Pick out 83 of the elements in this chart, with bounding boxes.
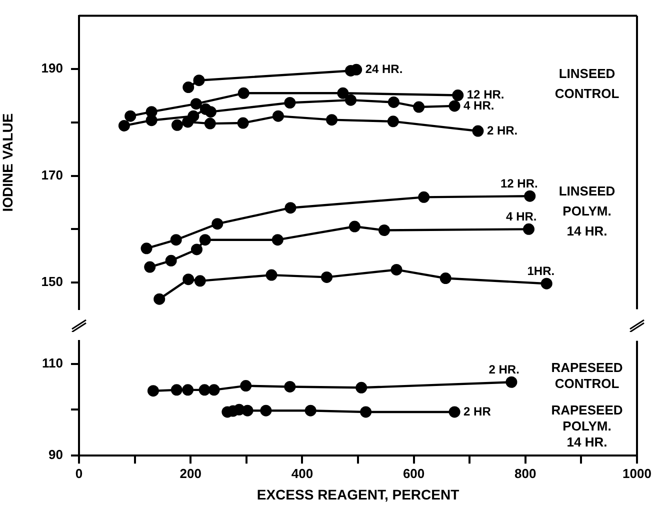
point xyxy=(378,224,390,236)
y-tick-label: 190 xyxy=(41,60,63,76)
point xyxy=(337,87,349,99)
point xyxy=(266,269,278,281)
point xyxy=(190,98,202,110)
series-label: 4 HR. xyxy=(506,209,537,224)
y-tick-label: 170 xyxy=(41,167,63,182)
point xyxy=(124,110,136,122)
series-label: 2 HR xyxy=(464,404,492,418)
point xyxy=(188,110,200,122)
point xyxy=(199,234,211,246)
point xyxy=(170,384,182,396)
point xyxy=(284,380,296,392)
point xyxy=(523,223,534,235)
series-label: 12 HR. xyxy=(500,176,538,190)
point xyxy=(238,87,250,99)
point xyxy=(182,274,194,286)
point xyxy=(144,261,156,273)
point xyxy=(540,278,552,290)
point xyxy=(165,254,177,266)
point xyxy=(140,242,152,254)
y-tick-label: 90 xyxy=(48,447,63,462)
point xyxy=(390,264,402,276)
point xyxy=(146,106,158,118)
point xyxy=(182,384,194,396)
point xyxy=(204,118,216,130)
point xyxy=(118,120,130,132)
point xyxy=(240,380,252,392)
point xyxy=(171,119,183,131)
point xyxy=(413,101,425,113)
point xyxy=(284,202,296,214)
annotation: LINSEED CONTROL xyxy=(554,66,620,102)
annotation: LINSEED POLYM. 14 HR. xyxy=(558,183,616,238)
y-tick-label: 150 xyxy=(41,274,63,290)
series-label: 24 HR. xyxy=(365,62,403,76)
point xyxy=(272,234,284,246)
x-tick-label: 400 xyxy=(291,466,314,481)
point xyxy=(284,97,296,109)
point xyxy=(194,275,206,287)
point xyxy=(448,406,460,418)
x-tick-label: 200 xyxy=(180,466,202,481)
series-label: 2 HR. xyxy=(488,362,520,376)
x-tick-label: 600 xyxy=(402,466,425,481)
point xyxy=(212,218,224,230)
point xyxy=(418,191,430,203)
y-tick-label: 110 xyxy=(42,355,63,370)
point xyxy=(182,82,194,94)
series-label: 2 HR. xyxy=(486,123,518,138)
point xyxy=(440,272,452,284)
point xyxy=(208,384,220,396)
x-tick-label: 1000 xyxy=(622,466,652,481)
annotation: RAPESEED CONTROL xyxy=(551,360,623,391)
y-axis-title: IODINE VALUE xyxy=(0,113,16,212)
point xyxy=(348,220,360,232)
series-label: 1HR. xyxy=(527,264,555,278)
point xyxy=(452,90,464,102)
point xyxy=(198,384,210,396)
point xyxy=(242,404,254,416)
x-axis-title: EXCESS REAGENT, PERCENT xyxy=(256,486,460,502)
point xyxy=(147,385,159,397)
x-tick-label: 800 xyxy=(514,466,536,481)
point xyxy=(356,382,368,394)
point xyxy=(387,116,399,128)
point xyxy=(388,96,400,108)
point xyxy=(344,94,356,106)
point xyxy=(190,244,202,256)
point xyxy=(193,74,205,86)
point xyxy=(321,271,332,283)
point xyxy=(170,234,182,246)
point xyxy=(272,110,284,122)
point xyxy=(237,117,249,129)
point xyxy=(360,406,372,418)
point xyxy=(154,293,166,305)
point xyxy=(472,125,484,137)
point xyxy=(524,190,536,202)
point xyxy=(506,376,518,388)
point xyxy=(326,114,338,126)
point xyxy=(260,404,272,416)
x-tick-label: 0 xyxy=(75,466,83,481)
point xyxy=(304,404,316,416)
point xyxy=(448,100,460,112)
annotation: RAPESEED POLYM. 14 HR. xyxy=(551,402,623,450)
point xyxy=(204,106,216,118)
